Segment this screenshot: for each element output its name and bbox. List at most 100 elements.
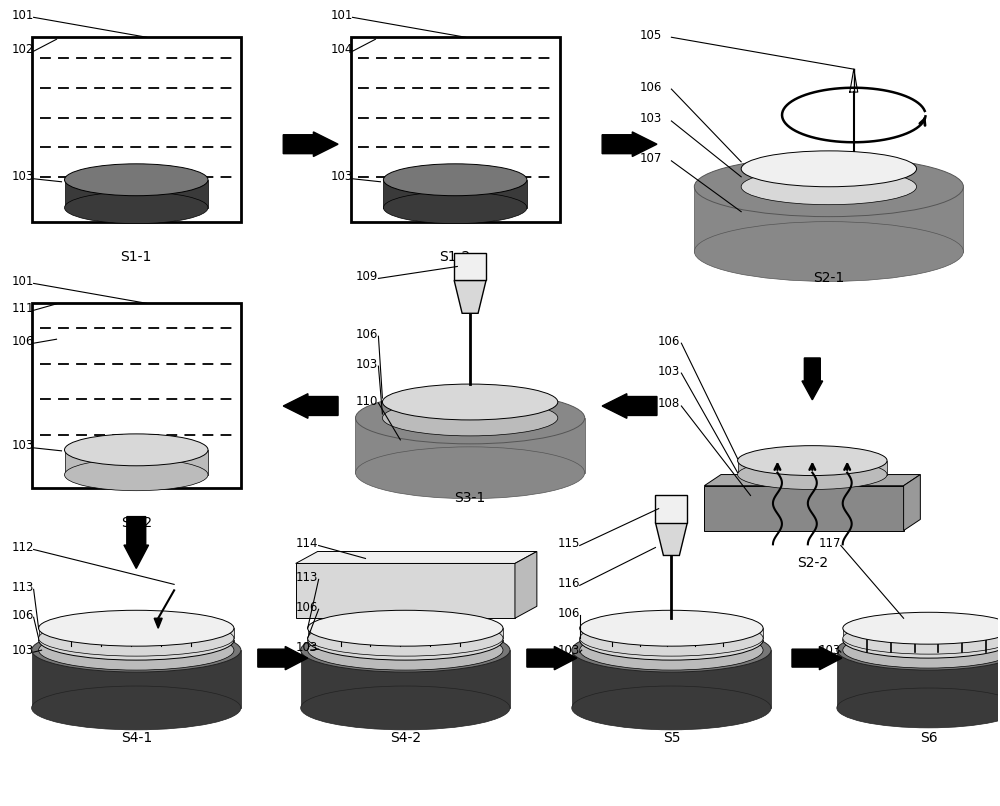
Ellipse shape	[843, 622, 1000, 659]
Text: S5: S5	[663, 731, 680, 745]
Text: S1-1: S1-1	[121, 250, 152, 264]
Bar	[843, 628, 1000, 638]
Text: 105: 105	[640, 29, 662, 42]
Ellipse shape	[572, 628, 771, 672]
FancyArrow shape	[527, 646, 577, 670]
Polygon shape	[704, 486, 904, 530]
Ellipse shape	[741, 168, 917, 205]
Bar	[741, 168, 917, 187]
Text: S2-1: S2-1	[813, 272, 844, 285]
Text: 103: 103	[12, 439, 34, 452]
Text: 106: 106	[640, 81, 662, 93]
FancyArrow shape	[802, 358, 823, 400]
Text: 103: 103	[640, 113, 662, 126]
Ellipse shape	[837, 630, 1000, 670]
Bar	[694, 187, 963, 251]
FancyArrow shape	[124, 517, 149, 568]
Text: 102: 102	[12, 43, 34, 56]
Bar	[301, 650, 510, 708]
Ellipse shape	[355, 447, 585, 499]
Text: 106: 106	[12, 334, 34, 347]
Text: 106: 106	[355, 328, 378, 341]
Text: 103: 103	[355, 358, 378, 371]
Ellipse shape	[39, 610, 234, 646]
Text: 107: 107	[640, 152, 662, 165]
Ellipse shape	[738, 459, 887, 489]
Bar	[65, 450, 208, 475]
Bar	[843, 640, 1000, 650]
Text: S6: S6	[920, 731, 937, 745]
FancyArrow shape	[792, 646, 842, 670]
Text: 113: 113	[12, 581, 34, 594]
Ellipse shape	[843, 622, 1000, 654]
Polygon shape	[655, 495, 687, 522]
Ellipse shape	[382, 384, 558, 420]
Bar	[308, 628, 503, 638]
Text: 103: 103	[331, 170, 353, 183]
FancyArrow shape	[602, 132, 657, 156]
Text: 116: 116	[558, 577, 580, 590]
Text: 101: 101	[12, 275, 34, 288]
Text: 104: 104	[331, 43, 353, 56]
Ellipse shape	[39, 621, 234, 660]
Ellipse shape	[580, 621, 763, 660]
Ellipse shape	[32, 628, 241, 672]
Ellipse shape	[694, 157, 963, 217]
Ellipse shape	[383, 164, 527, 196]
Text: 115: 115	[558, 537, 580, 550]
Polygon shape	[704, 475, 920, 486]
Text: 106: 106	[12, 609, 34, 621]
FancyArrow shape	[283, 393, 338, 418]
Bar	[738, 460, 887, 475]
Ellipse shape	[572, 686, 771, 730]
Polygon shape	[904, 475, 920, 530]
Ellipse shape	[308, 621, 503, 656]
Text: S1-2: S1-2	[440, 250, 471, 264]
Ellipse shape	[580, 610, 763, 646]
Ellipse shape	[65, 459, 208, 491]
Ellipse shape	[738, 446, 887, 476]
Polygon shape	[296, 563, 515, 618]
FancyArrow shape	[283, 132, 338, 156]
Ellipse shape	[355, 392, 585, 444]
Polygon shape	[515, 551, 537, 618]
Ellipse shape	[383, 192, 527, 223]
Polygon shape	[454, 280, 486, 314]
Polygon shape	[655, 522, 687, 555]
Bar	[382, 402, 558, 418]
Text: S4-2: S4-2	[390, 731, 421, 745]
Polygon shape	[454, 252, 486, 280]
Ellipse shape	[843, 632, 1000, 668]
Ellipse shape	[308, 621, 503, 660]
Bar	[32, 37, 241, 222]
Text: 114: 114	[296, 537, 318, 550]
Ellipse shape	[580, 621, 763, 656]
Ellipse shape	[308, 610, 503, 646]
Text: 106: 106	[296, 600, 318, 614]
Bar	[572, 650, 771, 708]
Ellipse shape	[65, 192, 208, 223]
Text: 101: 101	[12, 9, 34, 22]
Ellipse shape	[65, 164, 208, 196]
Text: 103: 103	[819, 644, 841, 657]
Text: 117: 117	[819, 537, 841, 550]
Bar	[32, 650, 241, 708]
Ellipse shape	[301, 628, 510, 672]
FancyArrow shape	[602, 393, 657, 418]
Ellipse shape	[39, 630, 234, 670]
Ellipse shape	[382, 400, 558, 436]
Ellipse shape	[837, 688, 1000, 728]
Text: 103: 103	[657, 364, 680, 377]
Bar	[39, 628, 234, 638]
Text: 109: 109	[355, 270, 378, 283]
Bar	[580, 640, 763, 650]
Bar	[837, 650, 1000, 708]
Text: 111: 111	[12, 301, 34, 315]
Text: S4-1: S4-1	[121, 731, 152, 745]
Polygon shape	[296, 551, 537, 563]
Text: 108: 108	[657, 397, 680, 410]
Ellipse shape	[65, 434, 208, 466]
Text: 106: 106	[558, 607, 580, 620]
Text: 110: 110	[355, 394, 378, 408]
Text: 101: 101	[331, 9, 353, 22]
